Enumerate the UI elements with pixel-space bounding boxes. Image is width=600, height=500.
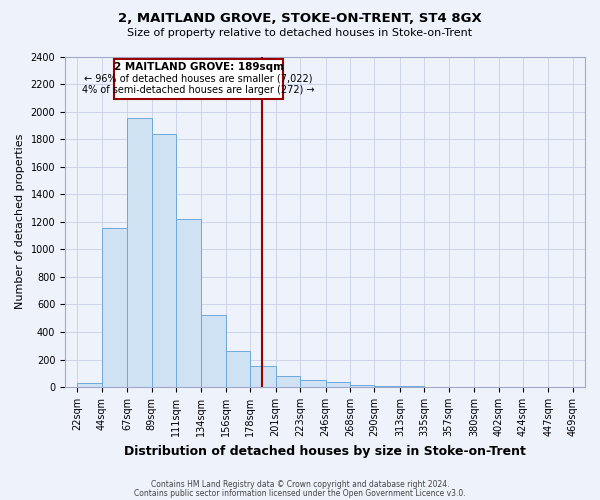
Bar bbox=[176, 219, 202, 387]
X-axis label: Distribution of detached houses by size in Stoke-on-Trent: Distribution of detached houses by size … bbox=[124, 444, 526, 458]
Bar bbox=[152, 134, 176, 387]
Y-axis label: Number of detached properties: Number of detached properties bbox=[15, 134, 25, 310]
Bar bbox=[350, 385, 374, 387]
Bar bbox=[275, 376, 300, 387]
Text: 4% of semi-detached houses are larger (272) →: 4% of semi-detached houses are larger (2… bbox=[82, 84, 315, 94]
Bar bbox=[326, 382, 350, 387]
Bar bbox=[400, 386, 424, 387]
Bar bbox=[300, 380, 326, 387]
Bar bbox=[77, 383, 101, 387]
Bar bbox=[202, 316, 226, 387]
Bar bbox=[226, 350, 250, 387]
Text: 2 MAITLAND GROVE: 189sqm: 2 MAITLAND GROVE: 189sqm bbox=[113, 62, 284, 72]
Text: Size of property relative to detached houses in Stoke-on-Trent: Size of property relative to detached ho… bbox=[127, 28, 473, 38]
Text: Contains public sector information licensed under the Open Government Licence v3: Contains public sector information licen… bbox=[134, 489, 466, 498]
Bar bbox=[101, 228, 127, 387]
Bar bbox=[374, 386, 400, 387]
Bar bbox=[250, 366, 275, 387]
Bar bbox=[127, 118, 152, 387]
Bar bbox=[114, 58, 283, 98]
Text: 2, MAITLAND GROVE, STOKE-ON-TRENT, ST4 8GX: 2, MAITLAND GROVE, STOKE-ON-TRENT, ST4 8… bbox=[118, 12, 482, 26]
Text: ← 96% of detached houses are smaller (7,022): ← 96% of detached houses are smaller (7,… bbox=[85, 74, 313, 84]
Text: Contains HM Land Registry data © Crown copyright and database right 2024.: Contains HM Land Registry data © Crown c… bbox=[151, 480, 449, 489]
